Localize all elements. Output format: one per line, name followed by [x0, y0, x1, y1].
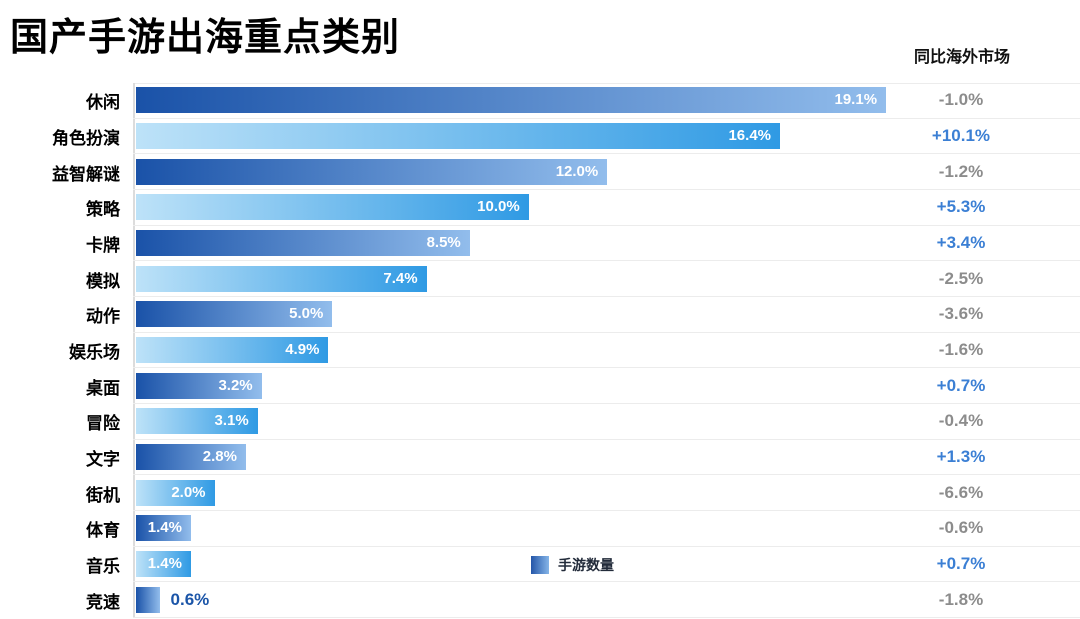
bar-value-label: 4.9%	[285, 340, 320, 358]
category-label: 文字	[86, 449, 120, 469]
bar: 3.2%	[136, 372, 262, 399]
bar-row: 音乐 1.4% +0.7%	[0, 547, 1080, 583]
legend: 手游数量	[531, 555, 614, 575]
row-content: 1.4% -0.6%	[133, 511, 1080, 547]
bar-row: 卡牌 8.5% +3.4%	[0, 226, 1080, 262]
category-label: 益智解谜	[52, 164, 120, 184]
yoy-change-label: +0.7%	[936, 553, 986, 573]
bar-value-label: 5.0%	[289, 305, 324, 323]
bar-row: 娱乐场 4.9% -1.6%	[0, 333, 1080, 369]
bar-row: 街机 2.0% -6.6%	[0, 475, 1080, 511]
bar-value-label: 0.6%	[170, 589, 210, 609]
bar: 16.4%	[136, 122, 781, 149]
bar-row: 益智解谜 12.0% -1.2%	[0, 154, 1080, 190]
category-label: 音乐	[86, 556, 120, 576]
row-content: 1.4% +0.7%	[133, 547, 1080, 583]
bar-row: 休闲 19.1% -1.0%	[0, 83, 1080, 119]
row-content: 16.4% +10.1%	[133, 119, 1080, 155]
yoy-change-label: -3.6%	[938, 304, 984, 324]
row-content: 3.1% -0.4%	[133, 404, 1080, 440]
bar: 2.8%	[136, 443, 246, 470]
bar: 2.0%	[136, 479, 215, 506]
category-label: 卡牌	[86, 235, 120, 255]
row-content: 2.0% -6.6%	[133, 475, 1080, 511]
yoy-change-label: +3.4%	[936, 232, 986, 252]
row-content: 19.1% -1.0%	[133, 83, 1080, 119]
bar: 1.4%	[136, 515, 191, 542]
yoy-change-label: -2.5%	[938, 268, 984, 288]
bar-value-label: 12.0%	[555, 162, 599, 180]
bar-value-label: 2.0%	[171, 483, 206, 501]
row-content: 8.5% +3.4%	[133, 226, 1080, 262]
bar-row: 体育 1.4% -0.6%	[0, 511, 1080, 547]
bar-value-label: 8.5%	[426, 233, 461, 251]
bar: 10.0%	[136, 194, 529, 221]
yoy-change-label: -1.0%	[938, 90, 984, 110]
row-content: 3.2% +0.7%	[133, 368, 1080, 404]
category-label: 休闲	[86, 93, 120, 113]
bar-value-label: 1.4%	[147, 519, 182, 537]
bar: 19.1%	[136, 87, 887, 114]
bar-value-label: 1.4%	[147, 554, 182, 572]
legend-swatch-icon	[531, 556, 549, 574]
row-content: 7.4% -2.5%	[133, 261, 1080, 297]
row-content: 2.8% +1.3%	[133, 440, 1080, 476]
bar-row: 竞速 0.6% -1.8%	[0, 582, 1080, 618]
yoy-change-label: -0.6%	[938, 518, 984, 538]
bar: 8.5%	[136, 229, 470, 256]
category-label: 竞速	[86, 592, 120, 612]
bar-rows-container: 休闲 19.1% -1.0% 角色扮演 16.4% +10.1% 益智解谜	[0, 83, 1080, 618]
category-label: 体育	[86, 521, 120, 541]
bar: 1.4%	[136, 550, 191, 577]
bar: 12.0%	[136, 158, 608, 185]
bar: 5.0%	[136, 301, 333, 328]
row-content: 5.0% -3.6%	[133, 297, 1080, 333]
category-label: 模拟	[86, 271, 120, 291]
bar-value-label: 19.1%	[834, 91, 878, 109]
category-label: 动作	[86, 307, 120, 327]
yoy-change-label: +10.1%	[931, 125, 991, 145]
yoy-change-label: -1.2%	[938, 161, 984, 181]
bar: 3.1%	[136, 408, 258, 435]
row-content: 10.0% +5.3%	[133, 190, 1080, 226]
bar: 7.4%	[136, 265, 427, 292]
yoy-change-label: -1.8%	[938, 589, 984, 609]
yoy-change-label: +1.3%	[936, 446, 986, 466]
yoy-change-label: -6.6%	[938, 482, 984, 502]
bar-value-label: 3.2%	[218, 376, 253, 394]
bar: 4.9%	[136, 336, 329, 363]
bar-value-label: 3.1%	[214, 412, 249, 430]
bar-value-label: 7.4%	[383, 269, 418, 287]
y-axis-line	[133, 83, 135, 618]
bar-row: 文字 2.8% +1.3%	[0, 440, 1080, 476]
bar-row: 桌面 3.2% +0.7%	[0, 368, 1080, 404]
category-label: 街机	[86, 485, 120, 505]
yoy-column-header: 同比海外市场	[913, 49, 1010, 66]
category-label: 桌面	[86, 378, 120, 398]
yoy-change-label: +0.7%	[936, 375, 986, 395]
category-label: 娱乐场	[69, 342, 120, 362]
category-label: 角色扮演	[52, 128, 120, 148]
category-label: 策略	[86, 200, 120, 220]
yoy-change-label: -1.6%	[938, 339, 984, 359]
yoy-change-label: +5.3%	[936, 197, 986, 217]
bar-row: 策略 10.0% +5.3%	[0, 190, 1080, 226]
bar-value-label: 2.8%	[202, 447, 237, 465]
bar	[136, 586, 160, 613]
category-label: 冒险	[86, 414, 120, 434]
yoy-change-label: -0.4%	[938, 411, 984, 431]
bar-row: 模拟 7.4% -2.5%	[0, 261, 1080, 297]
bar-value-label: 16.4%	[728, 126, 772, 144]
bar-value-label: 10.0%	[477, 198, 520, 216]
row-content: 12.0% -1.2%	[133, 154, 1080, 190]
bar-row: 冒险 3.1% -0.4%	[0, 404, 1080, 440]
bar-row: 角色扮演 16.4% +10.1%	[0, 119, 1080, 155]
row-content: 4.9% -1.6%	[133, 333, 1080, 369]
page-title: 国产手游出海重点类别	[10, 17, 401, 59]
bar-row: 动作 5.0% -3.6%	[0, 297, 1080, 333]
legend-label: 手游数量	[558, 557, 614, 573]
top-gridline	[135, 83, 1080, 84]
row-content: 0.6% -1.8%	[133, 582, 1080, 618]
